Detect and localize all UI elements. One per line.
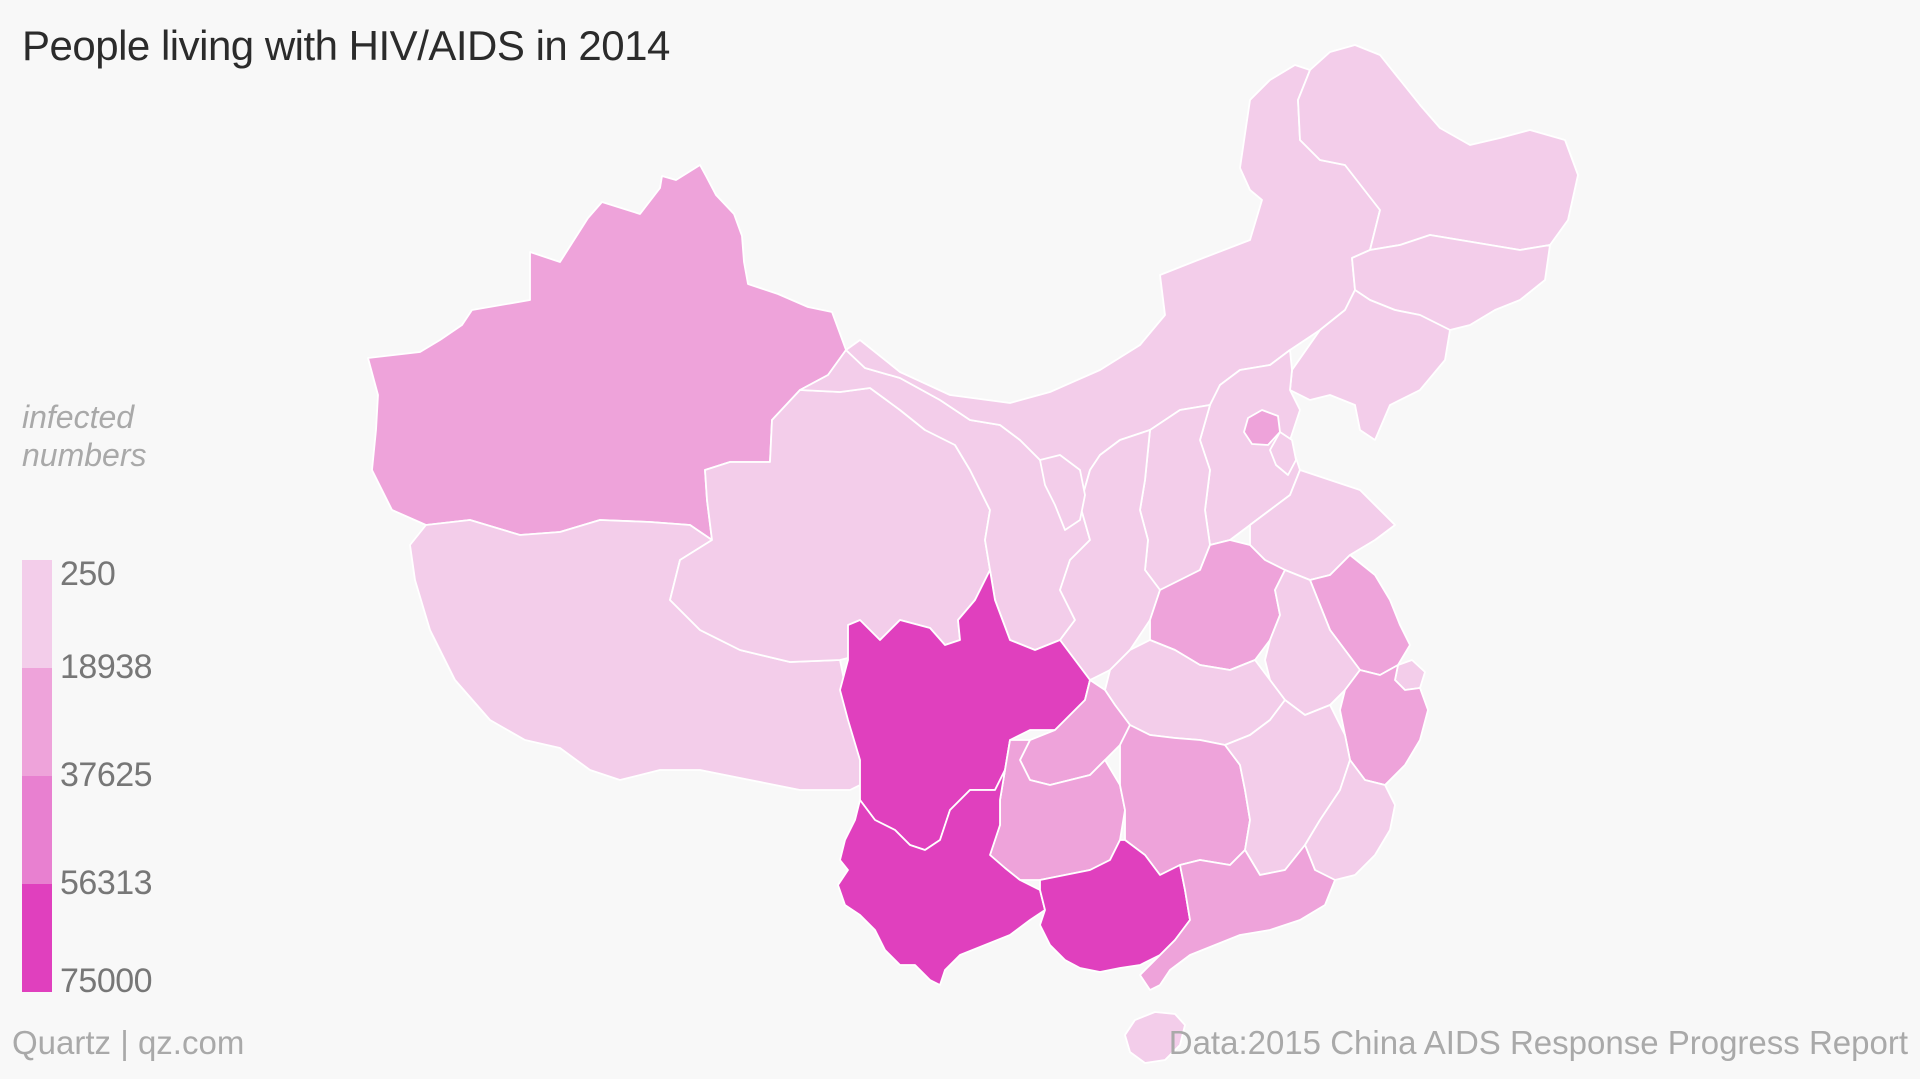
legend-title: infected numbers: [22, 398, 222, 474]
region-tianjin: [1269, 431, 1297, 476]
region-ningxia: [1039, 454, 1086, 531]
region-heilongjiang: [1297, 44, 1579, 251]
region-guangdong: [1139, 844, 1336, 991]
legend-color-scale: [22, 560, 52, 992]
region-liaoning: [1289, 289, 1451, 441]
legend-label-250: 250: [60, 555, 116, 593]
legend-swatch-3: [22, 776, 52, 884]
footer-data-source: Data:2015 China AIDS Response Progress R…: [1168, 1024, 1908, 1061]
footer-credit: Quartz | qz.com: [12, 1024, 245, 1061]
legend-title-line2: numbers: [22, 437, 147, 473]
chart-title: People living with HIV/AIDS in 2014: [22, 22, 670, 69]
region-yunnan: [837, 769, 1046, 986]
legend-label-37625: 37625: [60, 756, 153, 794]
legend-label-56313: 56313: [60, 864, 153, 902]
legend-title-line1: infected: [22, 399, 135, 435]
legend-label-75000: 75000: [60, 962, 153, 1000]
region-beijing: [1243, 409, 1281, 446]
legend-swatch-1: [22, 560, 52, 668]
legend-label-18938: 18938: [60, 648, 153, 686]
legend-swatch-4: [22, 884, 52, 992]
legend-swatch-2: [22, 668, 52, 776]
region-hainan: [1124, 1011, 1186, 1064]
